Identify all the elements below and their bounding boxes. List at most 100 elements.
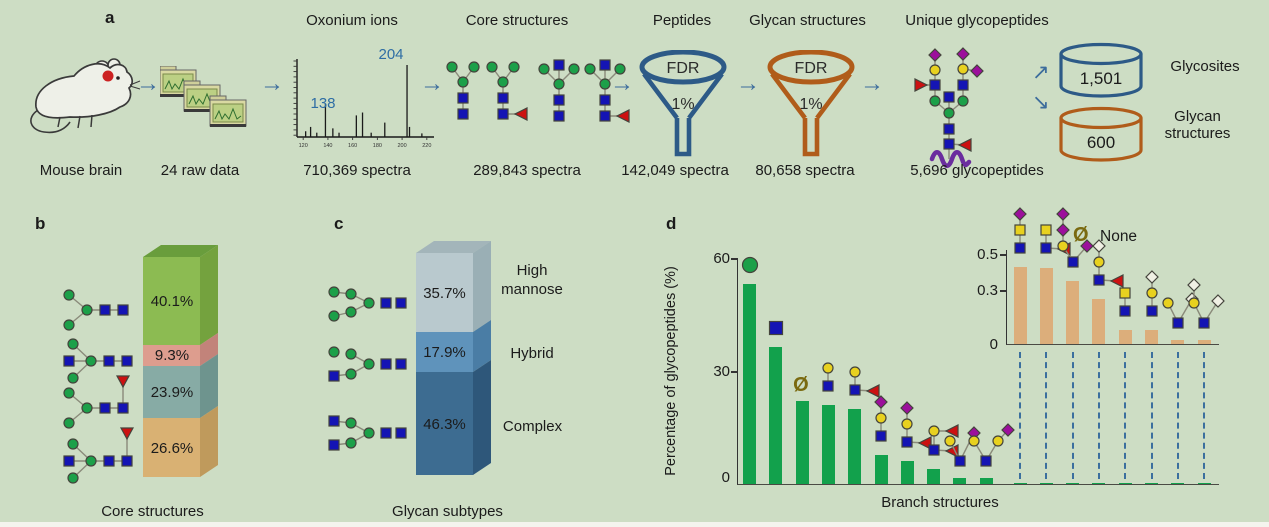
dashed-connector xyxy=(1150,352,1153,479)
segment-label: 23.9% xyxy=(150,384,194,401)
mouse-eye xyxy=(116,76,120,80)
glycan-symbol-d1 xyxy=(740,255,760,280)
d-y-axis-label: Percentage of glycopeptides (%) xyxy=(663,266,679,476)
panel-c-label: c xyxy=(334,214,344,233)
segment-label: 17.9% xyxy=(423,344,466,361)
core-caption: 289,843 spectra xyxy=(473,162,581,179)
stack-segment-side xyxy=(200,406,218,477)
glycan-symbol-d7 xyxy=(897,400,935,457)
dashed-connector xyxy=(1124,352,1127,479)
dashed-connector xyxy=(1019,352,1021,479)
inset-bar-4 xyxy=(1092,299,1106,344)
peak-label-204: 204 xyxy=(378,46,404,63)
segment-label: 9.3% xyxy=(154,347,190,364)
main-bar-2 xyxy=(769,346,783,484)
panel-c-caption: Glycan subtypes xyxy=(392,503,503,520)
main-bar-11 xyxy=(1013,482,1027,484)
glycan-structures-count: 600 xyxy=(1087,133,1115,152)
main-bar-4 xyxy=(821,404,835,484)
funnel-fdr-text: FDR xyxy=(795,60,828,77)
rawdata-caption: 24 raw data xyxy=(160,162,240,179)
d-ytick-30: 30 xyxy=(713,363,730,380)
glycan-symbol-d5 xyxy=(845,364,883,405)
spectrum-x-tick-label: 140 xyxy=(323,143,332,149)
stack-segment xyxy=(416,253,473,333)
branch-structures-plot: Ø xyxy=(737,255,1219,485)
branch-structures-inset-plot xyxy=(1006,206,1225,345)
glycosites-count: 1,501 xyxy=(1080,69,1123,88)
glycan-symbol-i5 xyxy=(1115,285,1135,326)
panel-a-label: a xyxy=(105,8,115,27)
none-symbol: Ø xyxy=(793,374,809,397)
right-arrow-icon: → xyxy=(260,70,284,97)
spectrum-x-tick-label: 160 xyxy=(348,143,357,149)
right-arrow-icon: → xyxy=(136,70,160,97)
glycan-hybrid-icon xyxy=(326,343,408,390)
spectrum-x-tick-label: 180 xyxy=(373,143,382,149)
red-dot-marker xyxy=(102,70,114,82)
mouse-caption: Mouse brain xyxy=(39,162,123,179)
glycanstr-caption: 80,658 spectra xyxy=(755,162,855,179)
fdr-funnel-peptides: FDR 1% xyxy=(638,49,728,165)
bar-side-face xyxy=(473,240,491,475)
main-bar-5 xyxy=(848,408,862,484)
spectrum-x-tick-label: 200 xyxy=(397,143,406,149)
main-bar-8 xyxy=(927,468,941,484)
fdr-funnel-glycans: FDR 1% xyxy=(766,49,856,165)
inset-tickmark xyxy=(1000,254,1006,256)
inset-tickmark xyxy=(1000,290,1006,292)
cylinder-icon: 600 xyxy=(1059,106,1143,162)
glycan-symbol-d2 xyxy=(766,318,786,343)
glycan-symbol-i4 xyxy=(1089,238,1127,295)
down-right-arrow-icon: ↘ xyxy=(1032,91,1050,114)
main-bar-1 xyxy=(743,284,756,484)
category-complex: Complex xyxy=(502,418,563,435)
stack-segment-side xyxy=(473,240,491,333)
d-ytick-0: 0 xyxy=(721,469,730,486)
folders-icon xyxy=(159,65,247,127)
none-legend-icon: Ø xyxy=(1073,224,1089,246)
glycan-symbol-i3 xyxy=(1049,202,1097,277)
inset-bar-6 xyxy=(1145,329,1158,344)
glycan-b4-icon xyxy=(62,425,138,490)
inset-ytick-0: 0 xyxy=(989,336,998,353)
folder-icon xyxy=(209,95,247,127)
none-legend-label: None xyxy=(1100,228,1138,245)
mouse-icon xyxy=(30,58,141,134)
oxonium-spectrum: 120 140 160 180 200 220 xyxy=(285,57,435,154)
glycan-symbol-d10 xyxy=(964,423,1016,474)
funnel-icon: FDR 1% xyxy=(767,49,855,157)
main-bar-10 xyxy=(979,478,993,484)
right-arrow-icon: → xyxy=(420,70,444,97)
main-bar-9 xyxy=(953,477,967,484)
bar-side-face xyxy=(200,244,218,477)
inset-bar-5 xyxy=(1118,329,1132,344)
spectrum-icon: 120 140 160 180 200 220 xyxy=(293,59,434,149)
panel-b-label: b xyxy=(35,214,46,233)
inset-bar-3 xyxy=(1066,281,1080,344)
mouse-illustration xyxy=(30,52,142,147)
spectrum-x-tick-label: 120 xyxy=(299,143,308,149)
glycan-core-3-icon xyxy=(537,59,581,127)
glycan-symbol-d9 xyxy=(942,423,984,474)
stack-segment xyxy=(416,372,473,475)
dashed-connector xyxy=(1071,352,1074,479)
main-bar-15 xyxy=(1118,482,1132,484)
spectrum-title: Oxonium ions xyxy=(306,12,398,29)
glycan-core-2-icon xyxy=(485,60,533,127)
glycan-symbol-d4 xyxy=(818,360,838,401)
spectrum-x-tick-label: 220 xyxy=(422,143,431,149)
panel-b-caption: Core structures xyxy=(101,503,204,520)
stack-segment-side xyxy=(473,360,491,475)
glycan-highmannose-icon xyxy=(326,283,408,330)
inset-ytick-05: 0.5 xyxy=(977,246,998,263)
inset-ytick-03: 0.3 xyxy=(977,282,998,299)
glycan-symbol-i8 xyxy=(1182,275,1232,336)
dashed-connector xyxy=(1203,352,1206,479)
stack-segment xyxy=(416,332,473,373)
peptides-title: Peptides xyxy=(652,12,712,29)
mouse-tail xyxy=(30,109,71,134)
glycosites-label: Glycosites xyxy=(1170,58,1240,75)
inset-bar-1 xyxy=(1013,266,1027,344)
main-bar-16 xyxy=(1145,482,1158,484)
